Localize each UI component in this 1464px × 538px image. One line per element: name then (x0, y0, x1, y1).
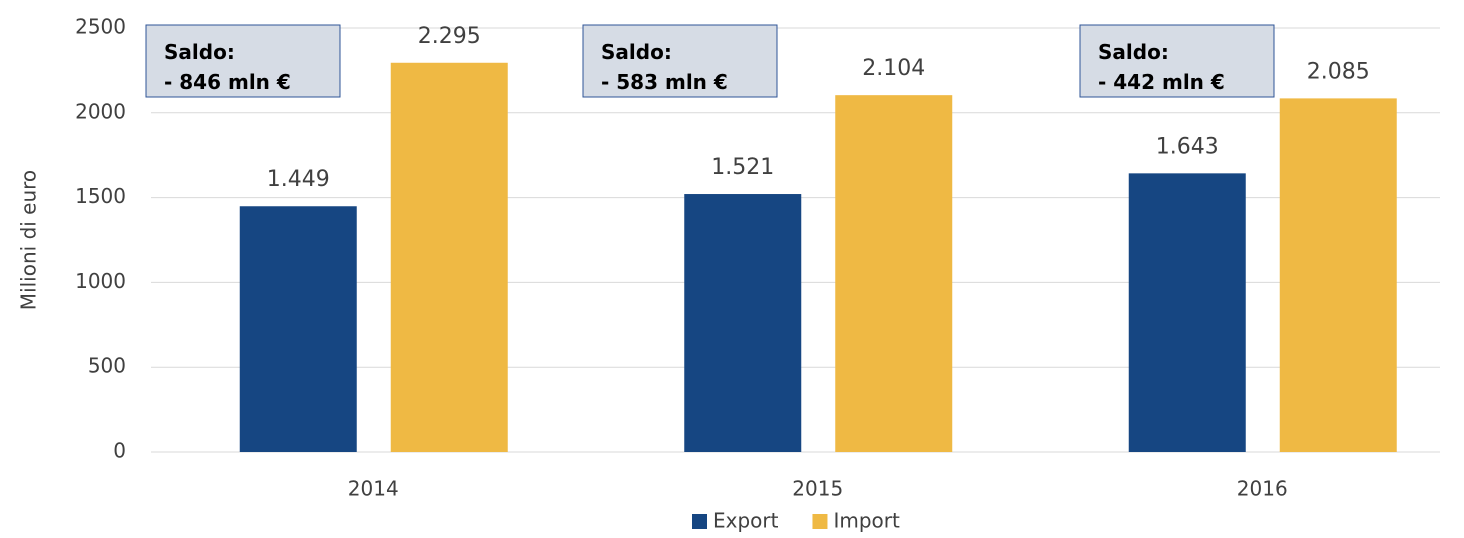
annotation-text: - 442 mln € (1098, 70, 1225, 94)
annotation-text: Saldo: (601, 40, 672, 64)
y-tick-label: 2000 (75, 99, 126, 123)
annotation-box (1079, 24, 1275, 98)
value-label: 2.104 (862, 56, 925, 81)
annotation-box (145, 24, 341, 98)
bar (684, 194, 802, 453)
bar (1279, 98, 1397, 452)
value-label: 1.449 (267, 167, 330, 192)
bar (239, 206, 357, 452)
x-tick-label: 2016 (1237, 477, 1288, 501)
y-axis-label: Milioni di euro (17, 170, 41, 310)
value-label: 1.521 (711, 155, 774, 180)
y-tick-label: 1500 (75, 184, 126, 208)
annotation-text: Saldo: (1098, 40, 1169, 64)
annotation-box (582, 24, 778, 98)
value-label: 2.085 (1307, 59, 1370, 84)
annotation-text: - 583 mln € (601, 70, 728, 94)
bar (390, 62, 508, 452)
y-tick-label: 1000 (75, 269, 126, 293)
y-tick-label: 0 (113, 439, 126, 463)
x-tick-label: 2014 (348, 477, 399, 501)
value-label: 1.643 (1156, 134, 1219, 159)
legend-label: Export (713, 509, 779, 533)
x-tick-label: 2015 (792, 477, 843, 501)
legend-swatch (812, 514, 828, 529)
legend-label: Import (833, 509, 900, 533)
bar (835, 95, 953, 453)
y-tick-label: 500 (88, 354, 126, 378)
y-tick-label: 2500 (75, 15, 126, 39)
value-label: 2.295 (418, 24, 481, 49)
annotation-text: Saldo: (164, 40, 235, 64)
annotation-text: - 846 mln € (164, 70, 291, 94)
legend-swatch (692, 514, 707, 529)
bar (1128, 173, 1246, 452)
